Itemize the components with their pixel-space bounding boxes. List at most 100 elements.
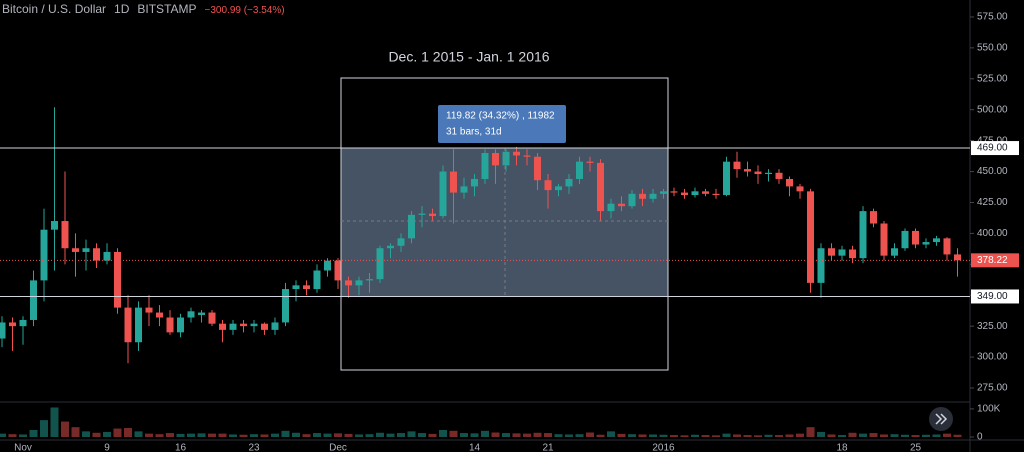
candle-body xyxy=(891,248,898,256)
level-label: 349.00 xyxy=(977,291,1008,302)
volume-bar xyxy=(260,434,269,437)
candle-body xyxy=(198,312,205,316)
candle-body xyxy=(429,213,436,217)
candle-body xyxy=(229,323,237,330)
volume-bar xyxy=(754,435,762,437)
volume-bar xyxy=(743,435,752,437)
candle-body xyxy=(303,285,310,290)
candle-body xyxy=(922,242,930,245)
volume-bar xyxy=(197,433,206,437)
candle-body xyxy=(859,211,867,259)
candle-body xyxy=(408,214,415,239)
candle-body xyxy=(880,223,888,256)
volume-bar xyxy=(134,431,143,437)
candle-body xyxy=(177,317,184,333)
volume-bar xyxy=(922,434,930,437)
candle-body xyxy=(481,152,489,179)
volume-bar xyxy=(890,434,899,437)
candle-body xyxy=(870,211,877,224)
volume-bar xyxy=(292,432,300,437)
volume-bar xyxy=(334,433,342,437)
candle-body xyxy=(93,248,100,261)
candle-body xyxy=(744,169,751,172)
volume-bar xyxy=(460,433,468,437)
candle-body xyxy=(471,178,478,187)
candle-body xyxy=(534,156,541,181)
candle-body xyxy=(681,192,688,196)
candle-body xyxy=(618,203,625,207)
candle-body xyxy=(271,322,279,330)
volume-bar xyxy=(281,430,290,437)
candle-body xyxy=(765,172,772,175)
candle-body xyxy=(807,191,814,283)
volume-bar xyxy=(355,434,363,437)
candle-body xyxy=(366,279,373,281)
candle-body xyxy=(639,193,646,199)
candle-body xyxy=(208,312,216,324)
volume-bar xyxy=(29,429,38,437)
interval: 1D xyxy=(114,2,130,16)
candle-body xyxy=(754,171,762,175)
volume-bar xyxy=(869,433,878,437)
candle-body xyxy=(786,178,793,187)
candle-body xyxy=(670,191,678,193)
candle-body xyxy=(355,280,363,286)
volume-bar xyxy=(218,433,227,437)
y-tick-label: 575.00 xyxy=(977,12,1008,23)
candle-body xyxy=(796,186,804,192)
volume-bar xyxy=(628,434,636,437)
volume-bar xyxy=(271,433,279,437)
volume-bar xyxy=(71,427,80,437)
candle-body xyxy=(460,186,468,193)
candle-body xyxy=(418,213,426,215)
candle-body xyxy=(954,254,961,261)
volume-bar xyxy=(302,434,311,437)
candle-body xyxy=(849,249,856,259)
volume-bar xyxy=(785,434,794,437)
x-tick-label: 18 xyxy=(836,443,848,452)
candle-body xyxy=(397,238,405,246)
level-label: 469.00 xyxy=(977,143,1008,154)
measure-line: 119.82 (34.32%) , 11982 xyxy=(446,111,555,122)
candle-body xyxy=(0,322,6,339)
volume-bar xyxy=(733,434,741,437)
volume-bar xyxy=(376,432,384,437)
volume-bar xyxy=(145,433,153,437)
volume-tick-label: 0 xyxy=(977,432,983,443)
volume-bar xyxy=(407,431,416,437)
volume-bar xyxy=(932,434,941,437)
y-tick-label: 300.00 xyxy=(977,352,1008,363)
candle-body xyxy=(72,248,79,252)
volume-bar xyxy=(775,435,783,437)
volume-bar xyxy=(166,433,174,437)
volume-bar xyxy=(827,434,836,437)
candle-body xyxy=(933,238,940,243)
volume-bar xyxy=(323,433,332,437)
volume-bar xyxy=(554,434,563,437)
candle-body xyxy=(313,270,321,290)
volume-bar xyxy=(439,429,447,437)
volume-bar xyxy=(649,434,657,437)
candle-body xyxy=(555,186,562,191)
volume-bar xyxy=(838,435,846,437)
candle-body xyxy=(61,221,69,249)
volume-bar xyxy=(50,407,59,437)
volume-bar xyxy=(124,428,132,437)
y-tick-label: 425.00 xyxy=(977,197,1008,208)
last-price-label: 378.22 xyxy=(977,255,1008,266)
volume-bar xyxy=(670,435,678,437)
scroll-button-icon[interactable] xyxy=(935,413,948,425)
candle-body xyxy=(502,151,510,166)
candle-body xyxy=(40,229,48,281)
candle-body xyxy=(114,251,121,308)
candle-body xyxy=(282,289,289,323)
candle-body xyxy=(901,230,909,249)
scroll-button[interactable] xyxy=(929,407,953,431)
measure-line: 31 bars, 31d xyxy=(446,127,502,138)
candle-body xyxy=(733,161,741,170)
candle-body xyxy=(82,248,90,252)
y-tick-label: 500.00 xyxy=(977,104,1008,115)
candle-body xyxy=(135,307,142,343)
x-tick-label: 21 xyxy=(542,443,554,452)
